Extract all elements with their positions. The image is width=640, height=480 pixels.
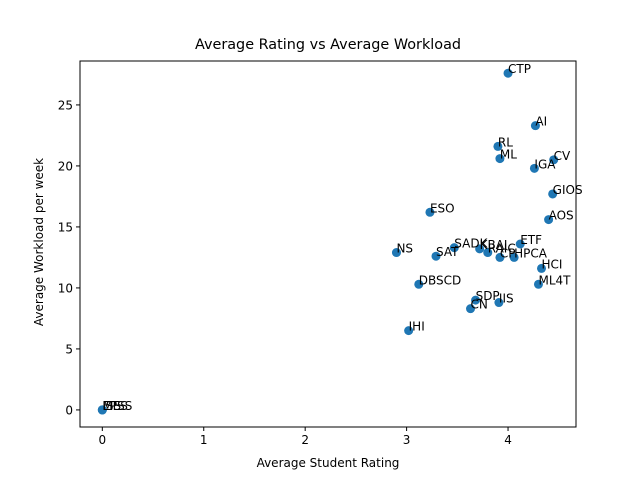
x-tick-label: 3 bbox=[403, 433, 411, 447]
x-axis-ticks: 0 1 2 3 4 bbox=[98, 427, 512, 447]
data-label-ihi: IHI bbox=[409, 320, 425, 334]
data-point-hci bbox=[537, 263, 547, 273]
data-label-sat: SAT bbox=[436, 245, 459, 259]
y-tick-label: 10 bbox=[58, 281, 73, 295]
x-tick-label: 0 bbox=[98, 433, 106, 447]
data-label-hpca: HPCA bbox=[514, 246, 548, 260]
data-point-ctp bbox=[503, 68, 513, 78]
data-point-sat bbox=[431, 251, 441, 261]
x-axis-label: Average Student Rating bbox=[257, 456, 400, 470]
data-label-cp: CP bbox=[500, 246, 516, 260]
data-point-iss bbox=[97, 405, 107, 415]
data-point-ns bbox=[391, 248, 401, 258]
data-point-ihi bbox=[404, 326, 414, 336]
data-point-aos bbox=[544, 215, 554, 225]
data-label-ml: ML bbox=[500, 148, 517, 162]
data-point-gios bbox=[548, 189, 558, 199]
y-tick-label: 5 bbox=[65, 342, 73, 356]
y-axis-label: Average Workload per week bbox=[32, 158, 46, 326]
chart-title: Average Rating vs Average Workload bbox=[195, 37, 461, 53]
data-point-ml4t bbox=[533, 279, 543, 289]
data-point-ai bbox=[530, 121, 540, 131]
data-label-iis: IIS bbox=[499, 292, 514, 306]
data-label-aos: AOS bbox=[549, 209, 574, 223]
data-label-ns: NS bbox=[396, 242, 413, 256]
data-point-cn bbox=[466, 304, 476, 314]
data-point-cp bbox=[495, 252, 505, 262]
data-label-epss: EPSS bbox=[102, 399, 132, 413]
data-label-ml4t: ML4T bbox=[538, 273, 571, 287]
data-point-kbai bbox=[475, 244, 485, 254]
data-label-ctp: CTP bbox=[508, 62, 531, 76]
data-point-eso bbox=[425, 207, 435, 217]
data-label-kbai: KBAI bbox=[480, 238, 508, 252]
x-tick-label: 1 bbox=[200, 433, 208, 447]
data-label-gios: GIOS bbox=[553, 183, 583, 197]
y-tick-label: 15 bbox=[58, 220, 73, 234]
data-label-iss: ISS bbox=[102, 399, 121, 413]
data-label-sadk: SADK bbox=[454, 237, 488, 251]
x-tick-label: 2 bbox=[301, 433, 309, 447]
data-label-iga: IGA bbox=[534, 157, 556, 171]
data-point-rl bbox=[493, 141, 503, 151]
axes-frame bbox=[79, 60, 577, 428]
data-label-hci: HCI bbox=[542, 257, 563, 271]
data-label-rl: RL bbox=[498, 135, 513, 149]
data-label-dbscd: DBSCD bbox=[419, 273, 462, 287]
data-label-cn: CN bbox=[471, 298, 488, 312]
data-label-etf: ETF bbox=[520, 233, 542, 247]
data-label-cv: CV bbox=[554, 149, 571, 163]
data-point-sdp bbox=[471, 295, 481, 305]
data-point-raic bbox=[483, 248, 493, 258]
data-point-dbscd bbox=[414, 279, 424, 289]
data-point-hpca bbox=[509, 252, 519, 262]
data-point-sadk bbox=[449, 243, 459, 253]
data-label-sdp: SDP bbox=[476, 289, 500, 303]
data-point-iis bbox=[494, 298, 504, 308]
data-label-ai: AI bbox=[535, 115, 547, 129]
data-point-cv bbox=[549, 155, 559, 165]
y-tick-label: 20 bbox=[58, 159, 73, 173]
data-label-raic: RAIC bbox=[488, 242, 516, 256]
data-point-ml bbox=[495, 154, 505, 164]
y-axis-ticks: 0 5 10 15 20 25 bbox=[58, 98, 80, 417]
data-points bbox=[97, 68, 559, 415]
data-label-eso: ESO bbox=[430, 201, 455, 215]
data-point-etf bbox=[515, 239, 525, 249]
y-tick-label: 0 bbox=[65, 403, 73, 417]
data-label-mes: MES bbox=[102, 399, 128, 413]
y-tick-label: 25 bbox=[58, 98, 73, 112]
data-point-iga bbox=[529, 163, 539, 173]
x-tick-label: 4 bbox=[504, 433, 512, 447]
